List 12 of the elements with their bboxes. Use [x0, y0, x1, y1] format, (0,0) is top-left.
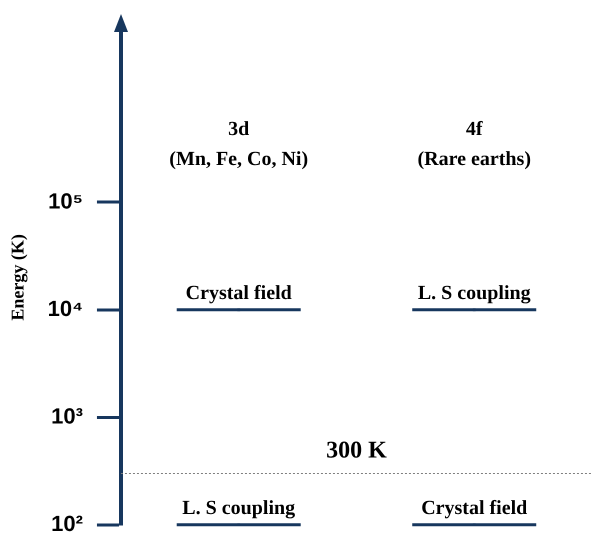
x-tick-label: 3d (Mn, Fe, Co, Ni) [169, 118, 308, 170]
y-tick-label: 10⁵ [48, 188, 83, 214]
y-axis-title: Energy (K) [7, 234, 28, 321]
y-tick-label: 10⁴ [48, 296, 83, 321]
text: Crystal field [421, 496, 528, 519]
y-tick-label: 10³ [51, 403, 83, 428]
series-label: Crystal field [186, 282, 292, 304]
ref-line-label: 300 K [326, 438, 388, 464]
x-tick-label: 4f (Rare earths) [417, 118, 531, 170]
y-tick-label: 10² [51, 510, 83, 536]
series-label: L. S coupling [418, 282, 531, 304]
text: L. S coupling [182, 496, 296, 519]
